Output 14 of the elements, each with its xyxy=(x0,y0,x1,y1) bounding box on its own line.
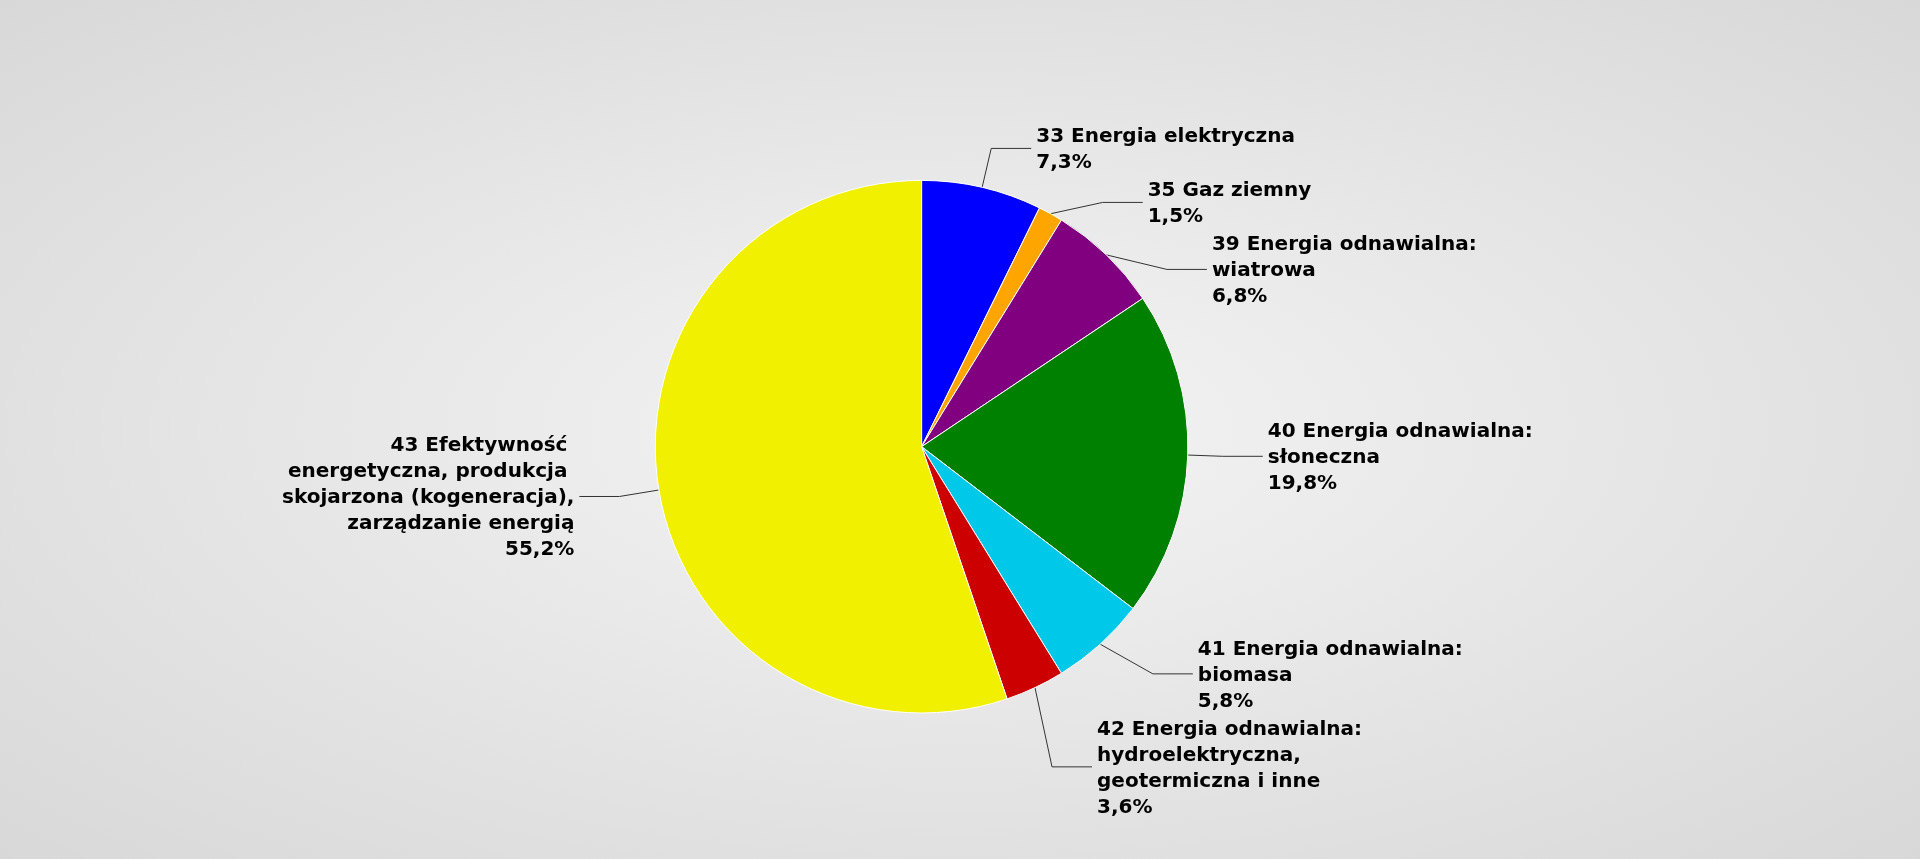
slice-label: 35 Gaz ziemny xyxy=(1147,177,1312,202)
data-label: 5,8% xyxy=(1197,687,1254,712)
data-label: 6,8% xyxy=(1211,283,1268,308)
slice-label: 43 Efektywność energetyczna, produkcja skojarzona (kogeneracja), zarządzanie energią xyxy=(282,432,575,535)
data-label: 3,6% xyxy=(1097,793,1153,818)
slice-label: 40 Energia odnawialna: słoneczna xyxy=(1267,418,1540,469)
slice-label: 39 Energia odnawialna: wiatrowa xyxy=(1211,231,1484,282)
data-label: 19,8% xyxy=(1267,470,1338,495)
data-label: 55,2% xyxy=(505,536,575,561)
data-label: 1,5% xyxy=(1147,203,1204,228)
slice-label: 33 Energia elektryczna xyxy=(1036,123,1295,148)
slice-label: 42 Energia odnawialna: hydroelektryczna, geotermiczna i inne xyxy=(1097,715,1369,792)
data-label: 7,3% xyxy=(1036,149,1092,174)
slice-label: 41 Energia odnawialna: biomasa xyxy=(1197,635,1470,686)
